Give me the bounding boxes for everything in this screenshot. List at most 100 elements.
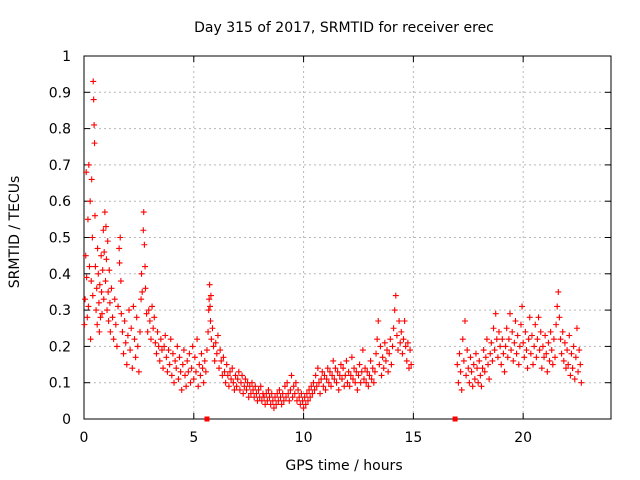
data-point bbox=[405, 365, 412, 372]
data-point bbox=[214, 332, 221, 339]
data-point bbox=[89, 234, 96, 241]
data-point bbox=[293, 397, 300, 404]
x-tick-label: 5 bbox=[189, 430, 198, 446]
y-axis-label: SRMTID / TECUs bbox=[7, 176, 23, 289]
data-point bbox=[300, 405, 307, 412]
data-point bbox=[373, 350, 380, 357]
data-point bbox=[566, 332, 573, 339]
data-point bbox=[515, 361, 522, 368]
data-point bbox=[277, 394, 284, 401]
data-point bbox=[158, 347, 165, 354]
data-point bbox=[369, 365, 376, 372]
data-point bbox=[323, 376, 330, 383]
data-point bbox=[98, 252, 105, 259]
data-point bbox=[391, 307, 398, 314]
data-point bbox=[458, 386, 465, 393]
data-point bbox=[524, 365, 531, 372]
data-point bbox=[195, 383, 202, 390]
data-point bbox=[319, 368, 326, 375]
data-point bbox=[528, 332, 535, 339]
data-point bbox=[526, 314, 533, 321]
data-point bbox=[307, 394, 314, 401]
data-point bbox=[306, 386, 313, 393]
data-point bbox=[489, 357, 496, 364]
data-point bbox=[325, 379, 332, 386]
x-tick-label: 15 bbox=[404, 430, 422, 446]
data-point bbox=[459, 336, 466, 343]
data-point bbox=[535, 314, 542, 321]
data-point bbox=[575, 368, 582, 375]
data-point bbox=[286, 397, 293, 404]
data-point bbox=[486, 376, 493, 383]
data-point bbox=[466, 379, 473, 386]
data-point bbox=[127, 347, 134, 354]
data-point bbox=[180, 347, 187, 354]
data-point bbox=[116, 259, 123, 266]
data-point bbox=[331, 376, 338, 383]
data-point bbox=[168, 372, 175, 379]
data-point bbox=[206, 296, 213, 303]
data-point bbox=[246, 383, 253, 390]
data-point bbox=[101, 209, 108, 216]
data-point bbox=[493, 336, 500, 343]
data-point bbox=[501, 368, 508, 375]
data-point bbox=[157, 336, 164, 343]
data-point bbox=[564, 347, 571, 354]
data-point bbox=[481, 368, 488, 375]
data-point bbox=[94, 321, 101, 328]
data-point bbox=[126, 307, 133, 314]
data-point bbox=[303, 390, 310, 397]
data-point bbox=[483, 336, 490, 343]
data-series-srmtid bbox=[81, 78, 585, 422]
data-point bbox=[341, 383, 348, 390]
data-point bbox=[567, 372, 574, 379]
data-point bbox=[370, 379, 377, 386]
data-point bbox=[533, 354, 540, 361]
data-point bbox=[139, 288, 146, 295]
data-point bbox=[472, 350, 479, 357]
data-point bbox=[577, 361, 584, 368]
data-point bbox=[399, 350, 406, 357]
data-point bbox=[455, 379, 462, 386]
data-point bbox=[525, 336, 532, 343]
data-point bbox=[560, 357, 567, 364]
data-point bbox=[143, 310, 150, 317]
data-point bbox=[355, 372, 362, 379]
grid bbox=[84, 56, 611, 419]
data-point bbox=[288, 372, 295, 379]
data-point bbox=[368, 376, 375, 383]
data-point bbox=[468, 368, 475, 375]
data-point bbox=[91, 121, 98, 128]
data-point bbox=[211, 357, 218, 364]
data-point bbox=[198, 350, 205, 357]
data-point bbox=[278, 401, 285, 408]
data-point bbox=[287, 386, 294, 393]
data-point bbox=[400, 336, 407, 343]
x-axis-label: GPS time / hours bbox=[285, 458, 402, 474]
data-point bbox=[296, 394, 303, 401]
data-point bbox=[96, 328, 103, 335]
data-point bbox=[477, 372, 484, 379]
data-point bbox=[283, 394, 290, 401]
data-point bbox=[384, 347, 391, 354]
data-point bbox=[118, 310, 125, 317]
data-point bbox=[142, 285, 149, 292]
data-point bbox=[520, 339, 527, 346]
data-point bbox=[275, 397, 282, 404]
data-point bbox=[289, 394, 296, 401]
data-point bbox=[552, 354, 559, 361]
data-point bbox=[476, 357, 483, 364]
data-point bbox=[570, 343, 577, 350]
data-point bbox=[133, 314, 140, 321]
data-point bbox=[199, 365, 206, 372]
data-point bbox=[153, 350, 160, 357]
data-point bbox=[541, 354, 548, 361]
data-point bbox=[93, 285, 100, 292]
data-point bbox=[302, 401, 309, 408]
data-point bbox=[94, 245, 101, 252]
data-point bbox=[554, 303, 561, 310]
data-point bbox=[557, 336, 564, 343]
data-point bbox=[578, 379, 585, 386]
data-point bbox=[573, 325, 580, 332]
